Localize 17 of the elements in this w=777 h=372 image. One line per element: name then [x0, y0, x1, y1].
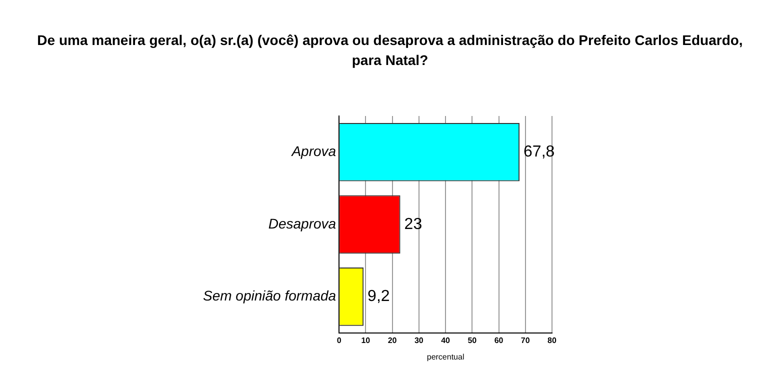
- x-axis-title: percentual: [426, 352, 464, 362]
- x-tick-label: 70: [520, 336, 530, 345]
- x-tick-label: 80: [548, 336, 557, 345]
- y-tick-label: Desaprova: [268, 215, 336, 232]
- y-tick-label: Sem opinião formada: [202, 288, 336, 304]
- x-tick-label: 10: [361, 336, 371, 345]
- chart-title: De uma maneira geral, o(a) sr.(a) (você) aprova ou desaprova a administração do Prefeito Carlos Eduardo, para Natal?: [36, 31, 744, 70]
- data-label: 9,2: [368, 288, 390, 306]
- x-tick-label: 30: [414, 336, 424, 345]
- x-tick-label: 50: [468, 336, 478, 345]
- x-tick-label: 20: [388, 336, 398, 345]
- x-tick-label: 40: [441, 336, 451, 345]
- data-label: 67,8: [524, 144, 555, 161]
- y-tick-label: Aprova: [290, 143, 336, 160]
- data-label: 23: [404, 216, 422, 233]
- x-tick-label: 0: [336, 336, 342, 345]
- x-tick-label: 60: [494, 336, 504, 345]
